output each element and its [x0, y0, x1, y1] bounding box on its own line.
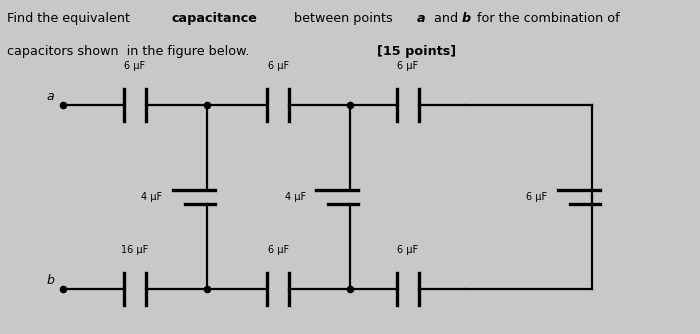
Text: for the combination of: for the combination of — [473, 12, 619, 25]
Text: between points: between points — [290, 12, 398, 25]
Text: 16 μF: 16 μF — [121, 244, 148, 255]
Text: capacitance: capacitance — [172, 12, 258, 25]
Text: and: and — [430, 12, 462, 25]
Text: a: a — [47, 91, 55, 103]
Text: 6 μF: 6 μF — [267, 61, 289, 71]
Text: b: b — [462, 12, 471, 25]
Text: 6 μF: 6 μF — [526, 192, 547, 202]
Text: [15 points]: [15 points] — [377, 45, 456, 58]
Text: b: b — [47, 274, 55, 287]
Text: 6 μF: 6 μF — [397, 244, 419, 255]
Text: 4 μF: 4 μF — [285, 192, 306, 202]
Text: capacitors shown  in the figure below.: capacitors shown in the figure below. — [7, 45, 253, 58]
Text: Find the equivalent: Find the equivalent — [7, 12, 134, 25]
Text: 4 μF: 4 μF — [141, 192, 162, 202]
Text: a: a — [416, 12, 425, 25]
Text: 6 μF: 6 μF — [267, 244, 289, 255]
Text: 6 μF: 6 μF — [397, 61, 419, 71]
Text: 6 μF: 6 μF — [124, 61, 146, 71]
